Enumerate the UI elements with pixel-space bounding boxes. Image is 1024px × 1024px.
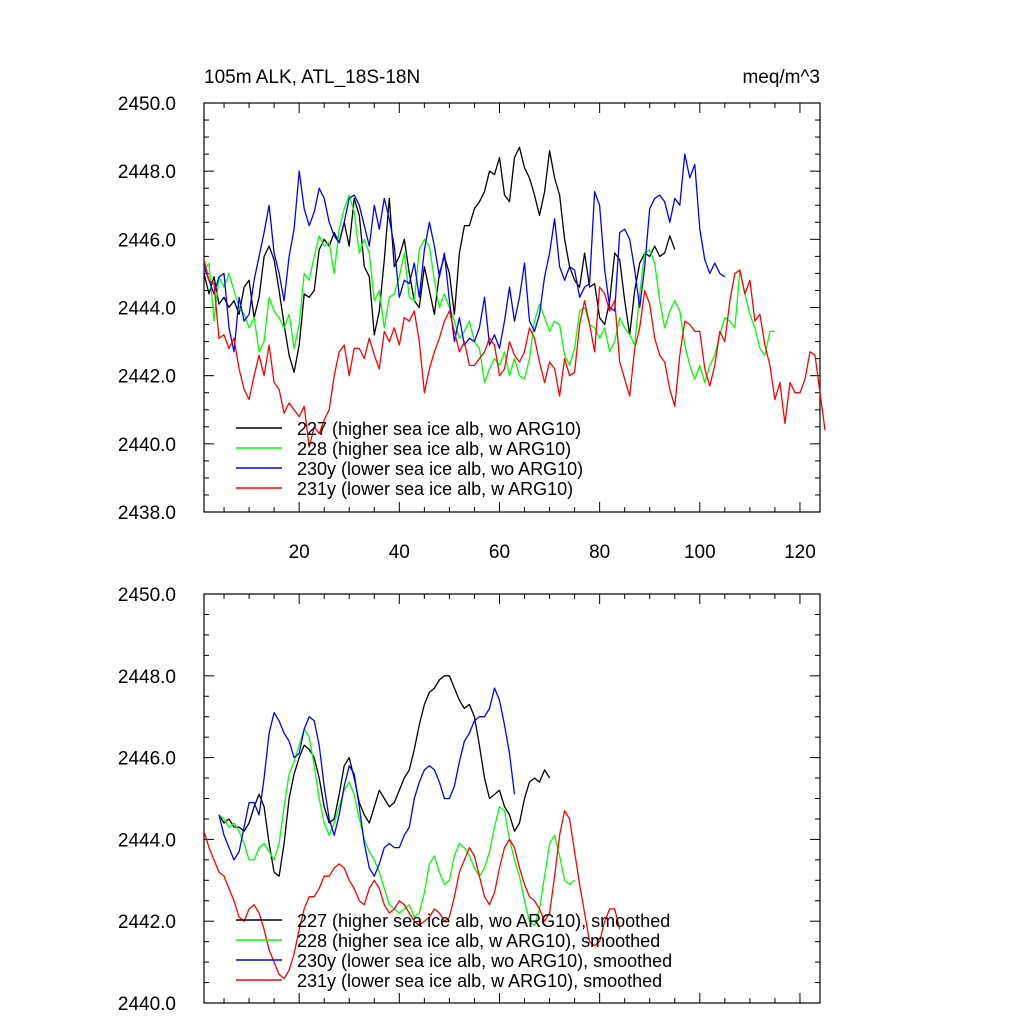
y-tick-label: 2442.0 bbox=[118, 912, 176, 933]
legend-label-1: 228 (higher sea ice alb, w ARG10) bbox=[297, 439, 571, 459]
series-line-2 bbox=[203, 153, 726, 353]
legend-label-1: 228 (higher sea ice alb, w ARG10), smoot… bbox=[297, 931, 660, 951]
x-tick-label: 60 bbox=[489, 542, 510, 563]
series-line-3 bbox=[203, 259, 826, 448]
legend-label-0: 227 (higher sea ice alb, wo ARG10) bbox=[297, 419, 581, 439]
legend-label-3: 231y (lower sea ice alb, w ARG10), smoot… bbox=[297, 971, 662, 991]
legend-label-3: 231y (lower sea ice alb, w ARG10) bbox=[297, 479, 573, 499]
chart-title: 105m ALK, ATL_18S-18N bbox=[204, 67, 420, 88]
y-tick-label: 2438.0 bbox=[118, 503, 176, 524]
y-tick-label: 2446.0 bbox=[118, 749, 176, 770]
y-tick-label: 2444.0 bbox=[118, 299, 176, 320]
y-tick-label: 2450.0 bbox=[118, 94, 176, 115]
y-tick-label: 2450.0 bbox=[118, 585, 176, 606]
legend-label-2: 230y (lower sea ice alb, wo ARG10) bbox=[297, 459, 583, 479]
y-tick-label: 2446.0 bbox=[118, 230, 176, 251]
series-line-1 bbox=[203, 194, 775, 384]
y-tick-label: 2448.0 bbox=[118, 162, 176, 183]
chart-bottom-panel: 2440.0 2442.0 2444.0 2446.0 2448.0 2450.0 227 … bbox=[118, 585, 821, 1015]
y-tick-label: 2444.0 bbox=[118, 830, 176, 851]
series-line-1 bbox=[218, 728, 576, 926]
y-tick-label: 2442.0 bbox=[118, 367, 176, 388]
chart-top-panel: 2438.0 2440.0 2442.0 2444.0 2446.0 2448.0 2450… bbox=[118, 94, 826, 563]
x-tick-label: 20 bbox=[289, 542, 310, 563]
legend-label-2: 230y (lower sea ice alb, wo ARG10), smoo… bbox=[297, 951, 672, 971]
x-tick-label: 40 bbox=[389, 542, 410, 563]
x-tick-label: 120 bbox=[784, 542, 816, 563]
legend-label-0: 227 (higher sea ice alb, wo ARG10), smoo… bbox=[297, 911, 670, 931]
series-line-2 bbox=[218, 687, 516, 877]
chart-units: meq/m^3 bbox=[742, 67, 820, 88]
y-tick-label: 2440.0 bbox=[118, 435, 176, 456]
series-line-0 bbox=[218, 675, 551, 877]
y-tick-label: 2440.0 bbox=[118, 994, 176, 1015]
x-tick-label: 100 bbox=[684, 542, 716, 563]
y-tick-label: 2448.0 bbox=[118, 667, 176, 688]
x-tick-label: 80 bbox=[589, 542, 610, 563]
